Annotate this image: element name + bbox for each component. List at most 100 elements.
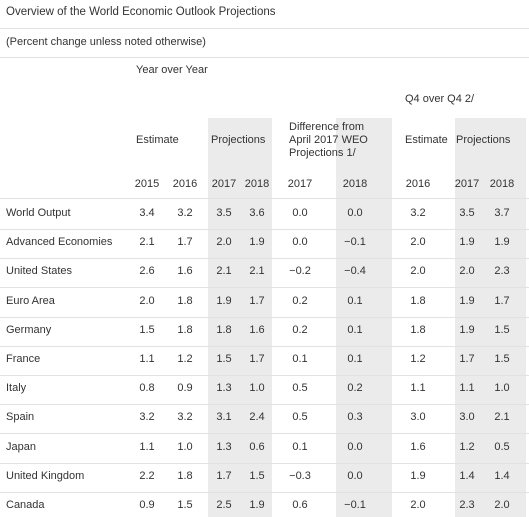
table-cell: 2.1: [139, 236, 155, 248]
table-cell: 1.5: [216, 353, 232, 365]
table-cell: 1.6: [249, 324, 265, 336]
table-cell: 3.6: [249, 207, 265, 219]
row-label: Canada: [6, 499, 45, 511]
row-label: France: [6, 353, 41, 365]
table-cell: 0.0: [347, 470, 363, 482]
subheader-q4-estimate: Estimate: [405, 134, 448, 146]
table-cell: 3.2: [139, 411, 155, 423]
table-cell: 3.5: [459, 207, 475, 219]
table-cell: 1.8: [410, 295, 426, 307]
table-cell: 1.2: [177, 353, 193, 365]
table-cell: 1.2: [410, 353, 426, 365]
row-label: Japan: [6, 441, 36, 453]
year-header: 2017: [211, 178, 237, 190]
table-cell: 0.0: [347, 207, 363, 219]
table-cell: −0.4: [344, 265, 366, 277]
row-divider: [0, 346, 529, 347]
year-header: 2018: [342, 178, 368, 190]
divider: [0, 198, 529, 199]
table-cell: 1.4: [459, 470, 475, 482]
row-label: Germany: [6, 324, 52, 336]
table-cell: 1.1: [410, 382, 426, 394]
table-cell: 3.1: [216, 411, 232, 423]
table-cell: 3.0: [410, 411, 426, 423]
year-header: 2018: [489, 178, 515, 190]
row-divider: [0, 404, 529, 405]
table-cell: 2.0: [410, 236, 426, 248]
year-header: 2018: [244, 178, 270, 190]
row-divider: [0, 375, 529, 376]
table-cell: 1.9: [459, 236, 475, 248]
table-cell: −0.1: [344, 236, 366, 248]
row-label: Italy: [6, 382, 27, 394]
table-cell: 1.1: [139, 441, 155, 453]
table-cell: 0.2: [292, 295, 308, 307]
table-cell: 1.7: [494, 295, 510, 307]
table-cell: 1.5: [494, 324, 510, 336]
table-cell: 2.0: [459, 265, 475, 277]
table-cell: 0.8: [139, 382, 155, 394]
table-cell: 3.0: [459, 411, 475, 423]
table-cell: 3.2: [177, 207, 193, 219]
table-cell: 2.5: [216, 499, 232, 511]
table-cell: 2.0: [410, 265, 426, 277]
table-cell: 0.1: [292, 353, 308, 365]
table-cell: 1.8: [177, 324, 193, 336]
subheader-difference: Difference from April 2017 WEO Projectio…: [289, 121, 368, 159]
table-cell: 0.6: [249, 441, 265, 453]
year-header: 2017: [287, 178, 313, 190]
year-header: 2015: [134, 178, 160, 190]
table-cell: 1.0: [494, 382, 510, 394]
table-cell: 2.1: [216, 265, 232, 277]
group-header-q4-over-q4: Q4 over Q4 2/: [405, 93, 475, 105]
table-cell: 2.4: [249, 411, 265, 423]
table-cell: 0.5: [494, 441, 510, 453]
row-label: United States: [6, 265, 73, 277]
table-cell: 1.9: [249, 236, 265, 248]
row-label: Spain: [6, 411, 35, 423]
table-cell: 0.5: [292, 382, 308, 394]
table-cell: 1.9: [459, 324, 475, 336]
table-cell: 0.1: [347, 295, 363, 307]
table-cell: 2.3: [459, 499, 475, 511]
table-cell: 0.0: [292, 207, 308, 219]
table-cell: 0.9: [177, 382, 193, 394]
table-cell: 1.2: [459, 441, 475, 453]
table-cell: 1.7: [249, 295, 265, 307]
table-cell: 0.0: [292, 236, 308, 248]
table-cell: 1.8: [177, 295, 193, 307]
row-label: World Output: [6, 207, 71, 219]
year-header: 2017: [454, 178, 480, 190]
table-cell: 2.6: [139, 265, 155, 277]
table-cell: 0.2: [292, 324, 308, 336]
row-divider: [0, 229, 529, 230]
row-divider: [0, 287, 529, 288]
table-cell: 1.1: [139, 353, 155, 365]
table-cell: 1.8: [410, 324, 426, 336]
table-title: Overview of the World Economic Outlook P…: [6, 6, 276, 18]
table-cell: −0.3: [289, 470, 311, 482]
table-cell: 1.7: [177, 236, 193, 248]
table-cell: 1.8: [177, 470, 193, 482]
table-cell: 0.0: [347, 441, 363, 453]
table-cell: 0.9: [139, 499, 155, 511]
table-cell: 0.1: [347, 324, 363, 336]
table-cell: 3.5: [216, 207, 232, 219]
table-cell: 1.9: [459, 295, 475, 307]
table-cell: 0.3: [347, 411, 363, 423]
subheader-q4-projections: Projections: [456, 134, 511, 146]
table-cell: 1.8: [216, 324, 232, 336]
table-cell: 1.1: [459, 382, 475, 394]
table-cell: 0.6: [292, 499, 308, 511]
table-cell: 2.0: [410, 499, 426, 511]
table-cell: 2.1: [494, 411, 510, 423]
table-cell: −0.2: [289, 265, 311, 277]
table-cell: 0.2: [347, 382, 363, 394]
table-cell: 1.7: [216, 470, 232, 482]
row-divider: [0, 433, 529, 434]
table-cell: 1.5: [177, 499, 193, 511]
table-cell: 1.7: [459, 353, 475, 365]
table-cell: 2.1: [249, 265, 265, 277]
table-cell: 2.0: [494, 499, 510, 511]
